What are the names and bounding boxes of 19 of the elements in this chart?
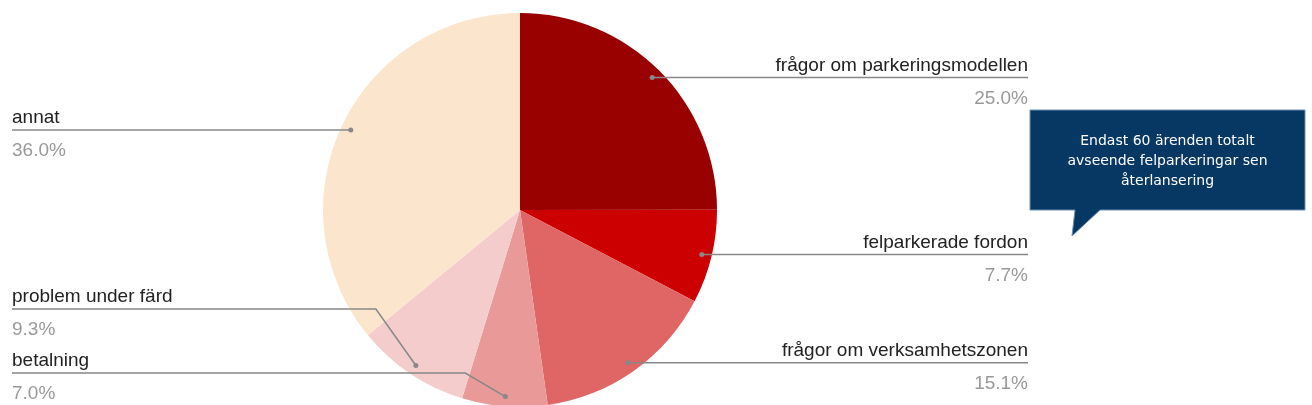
pie-slice [520, 13, 717, 210]
data-label: 25.0% [974, 86, 1029, 108]
data-label: 7.0% [12, 382, 56, 403]
data-label: 7.7% [984, 263, 1029, 285]
text: Endast 60 ärenden totalt avseende felparkeringar sen återlansering [1067, 132, 1268, 188]
slice-label: frågor om parkeringsmodellen [775, 53, 1028, 75]
slice-label: problem under färd [12, 285, 173, 306]
data-label: 9.3% [12, 318, 56, 339]
pie-slice [323, 13, 520, 336]
pie-slice [520, 209, 717, 302]
slice-label: betalning [12, 349, 90, 370]
slice-label: felparkerade fordon [863, 230, 1028, 252]
data-label: 15.1% [974, 371, 1029, 393]
pie-slice [367, 210, 520, 399]
slice-label: frågor om verksamhetszonen [781, 338, 1028, 360]
slice-label: annat [12, 106, 61, 128]
pie-slice [462, 210, 548, 405]
pie-slice [520, 210, 695, 405]
data-label: 36.0% [12, 139, 66, 161]
